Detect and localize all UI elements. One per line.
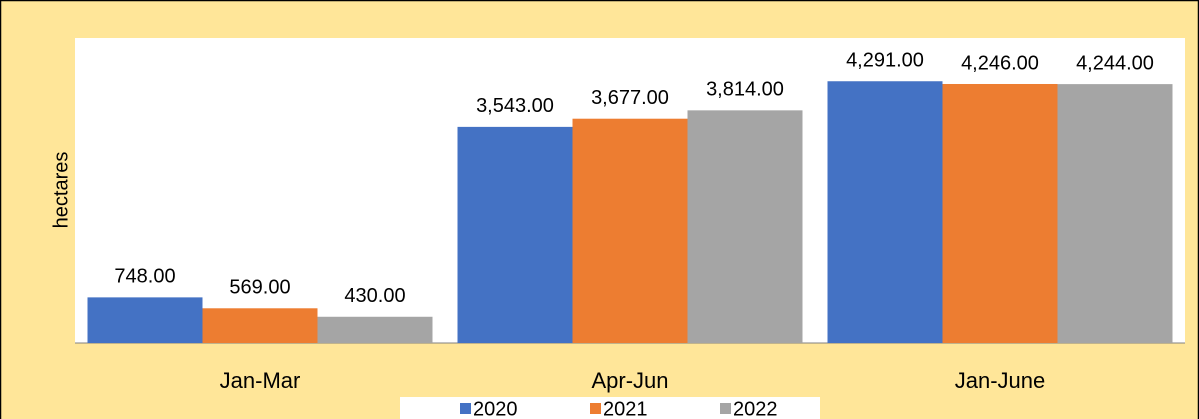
x-tick-label: Apr-Jun <box>591 368 668 393</box>
data-label: 569.00 <box>229 277 290 299</box>
legend-swatch <box>460 403 471 414</box>
x-tick-label: Jan-Mar <box>220 368 301 393</box>
bar <box>827 81 943 344</box>
legend-box <box>400 397 820 419</box>
bar <box>572 118 688 343</box>
data-label: 3,814.00 <box>706 79 784 101</box>
bar <box>317 316 433 343</box>
bar <box>457 126 573 343</box>
data-label: 3,543.00 <box>476 95 554 117</box>
data-label: 4,246.00 <box>961 52 1039 74</box>
bar <box>687 110 803 343</box>
bar <box>1057 84 1173 343</box>
data-label: 430.00 <box>344 285 405 307</box>
legend-label: 2022 <box>733 398 778 419</box>
bar <box>942 83 1058 343</box>
bar <box>202 308 318 343</box>
data-label: 3,677.00 <box>591 87 669 109</box>
data-label: 4,291.00 <box>846 50 924 72</box>
legend-swatch <box>720 403 731 414</box>
y-axis-label: hectares <box>50 152 72 229</box>
data-label: 748.00 <box>114 266 175 288</box>
data-label: 4,244.00 <box>1076 52 1154 74</box>
bar <box>87 297 203 343</box>
legend-swatch <box>590 403 601 414</box>
legend-label: 2020 <box>473 398 518 419</box>
x-tick-label: Jan-June <box>955 368 1046 393</box>
legend-label: 2021 <box>603 398 648 419</box>
